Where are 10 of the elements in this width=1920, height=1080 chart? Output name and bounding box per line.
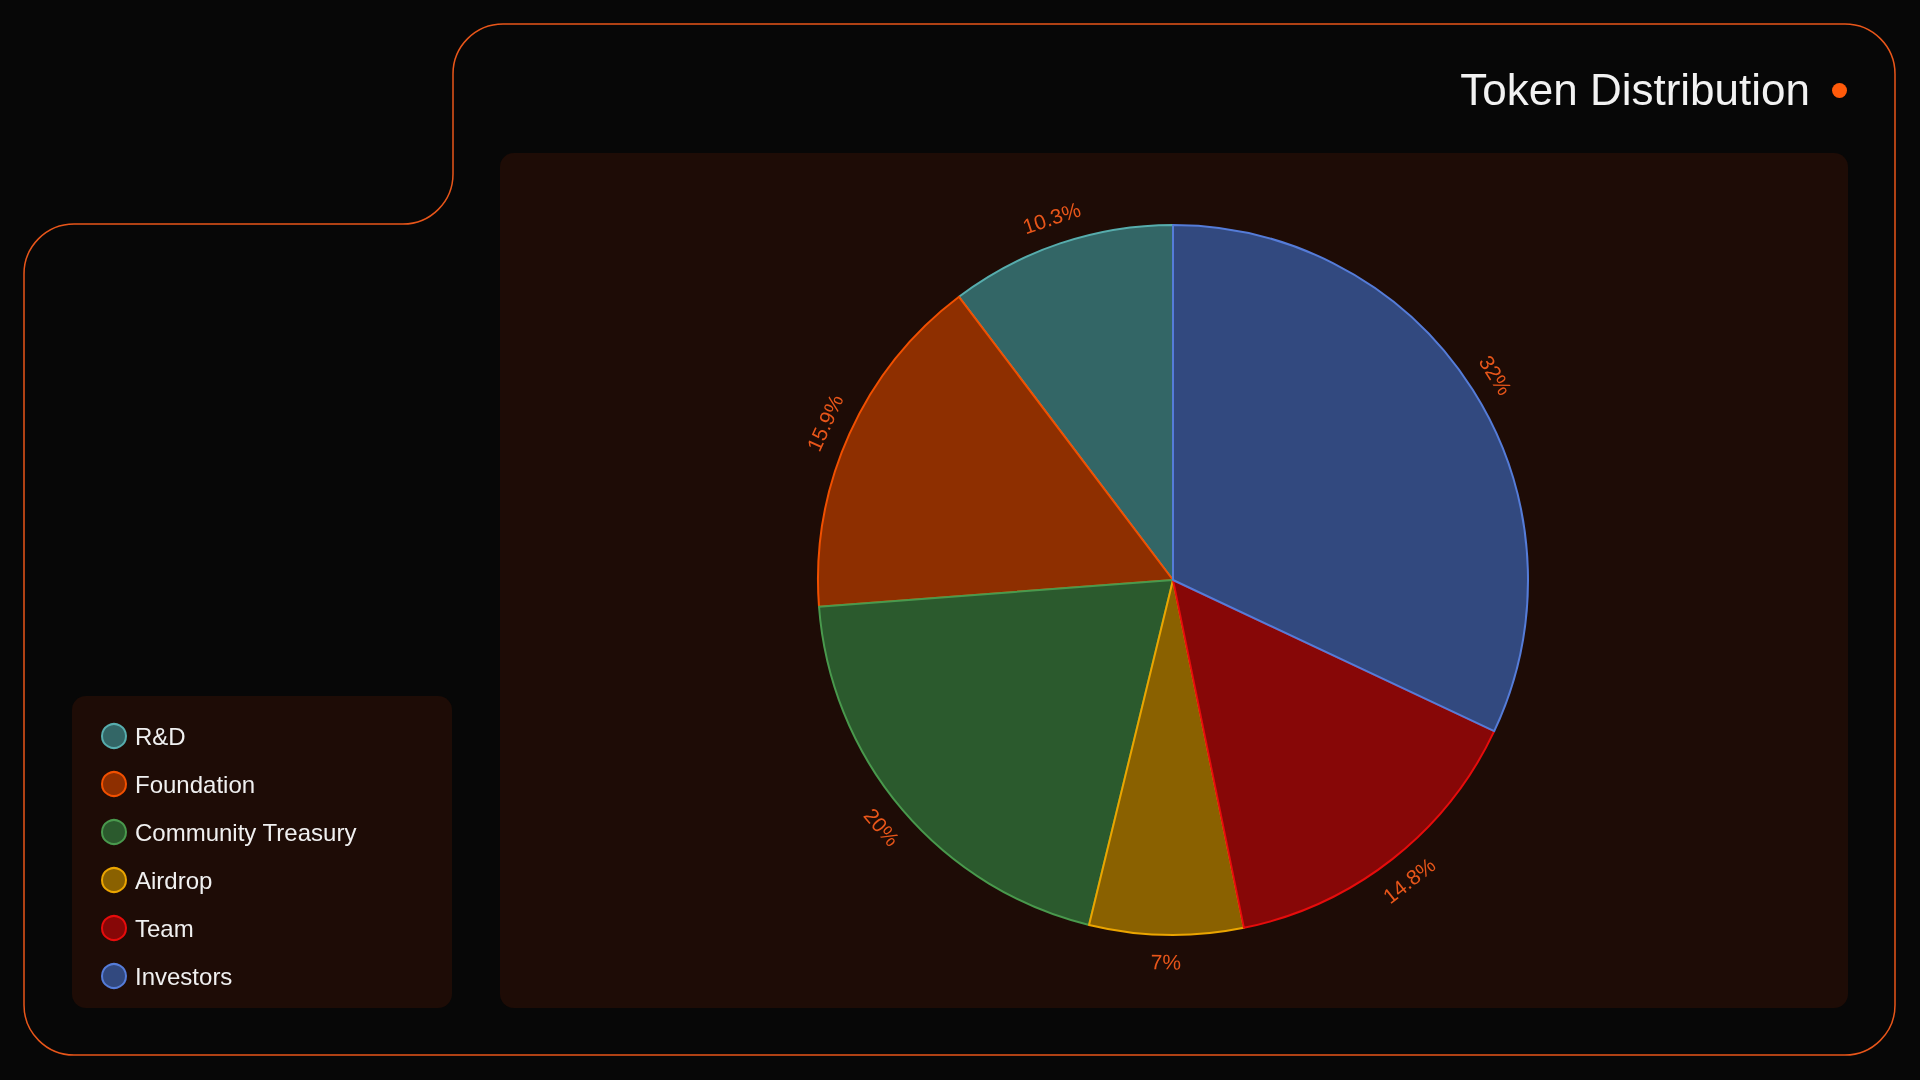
- legend-label: Team: [135, 914, 194, 942]
- text: Token Distribution: [1460, 64, 1811, 114]
- data-label: 15.9%: [802, 390, 848, 455]
- data-label: 10.3%: [1019, 197, 1084, 239]
- legend-label: Investors: [135, 962, 233, 990]
- legend-label: Community Treasury: [135, 818, 357, 846]
- legend-label: Airdrop: [135, 866, 213, 894]
- data-label: 7%: [1150, 950, 1182, 974]
- legend-label: R&D: [135, 722, 186, 750]
- legend-label: Foundation: [135, 770, 256, 798]
